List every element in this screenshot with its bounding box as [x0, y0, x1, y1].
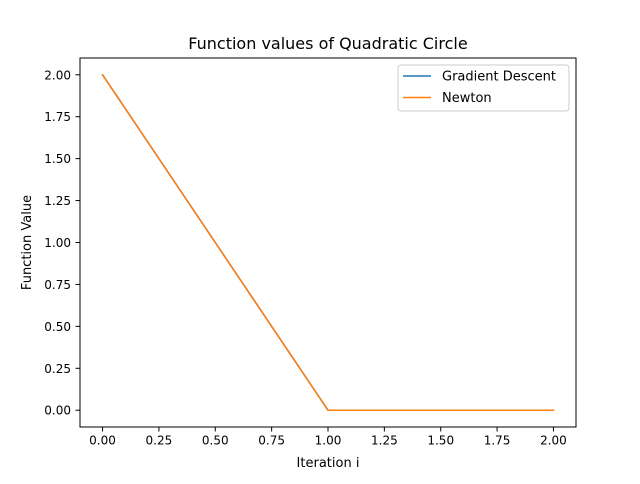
- x-axis-ticks: 0.00 0.25 0.50 0.75 1.00 1.25 1.50 1.75 2.00: [89, 427, 567, 448]
- y-tick-label: 2.00: [44, 68, 71, 82]
- legend-label: Gradient Descent: [442, 70, 556, 85]
- legend-items: Gradient Descent Newton: [403, 70, 556, 106]
- x-tick-label: 0.00: [89, 434, 116, 448]
- y-tick-label: 0.25: [44, 362, 71, 376]
- x-tick-label: 1.25: [371, 434, 398, 448]
- x-axis-label: Iteration i: [297, 456, 360, 471]
- y-tick-label: 1.50: [44, 152, 71, 166]
- y-axis-ticks: 0.00 0.25 0.50 0.75 1.00 1.25 1.50 1.75 2.00: [44, 68, 80, 418]
- x-tick-label: 0.25: [146, 434, 173, 448]
- chart-legend: Gradient Descent Newton: [397, 64, 570, 112]
- x-tick-label: 1.00: [315, 434, 342, 448]
- y-tick-label: 0.00: [44, 404, 71, 418]
- plot-area-frame: [79, 57, 577, 428]
- series-layer: [101, 73, 555, 411]
- legend-label: Newton: [442, 91, 492, 106]
- x-tick-label: 0.50: [202, 434, 229, 448]
- y-tick-label: 0.50: [44, 320, 71, 334]
- y-tick-label: 1.00: [44, 236, 71, 250]
- x-tick-label: 1.50: [427, 434, 454, 448]
- chart-title: Function values of Quadratic Circle: [188, 34, 467, 53]
- x-tick-label: 2.00: [540, 434, 567, 448]
- x-tick-label: 0.75: [258, 434, 285, 448]
- y-tick-label: 1.25: [44, 194, 71, 208]
- x-tick-label: 1.75: [484, 434, 511, 448]
- y-axis-label: Function Value: [20, 195, 35, 290]
- y-tick-label: 1.75: [44, 110, 71, 124]
- series-line-1: [101, 73, 555, 411]
- y-tick-label: 0.75: [44, 278, 71, 292]
- legend-box: [397, 64, 570, 112]
